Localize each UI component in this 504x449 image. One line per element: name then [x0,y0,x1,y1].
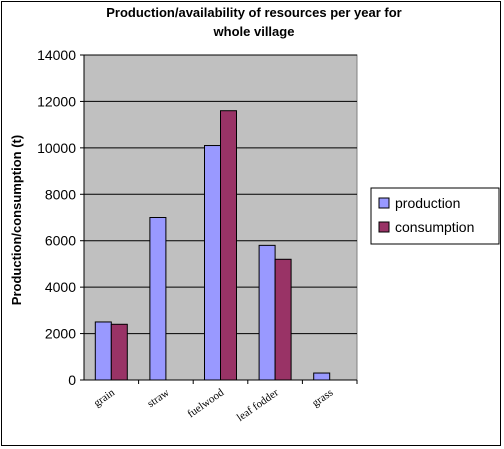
chart-title-line1: Production/availability of resources per… [106,5,401,20]
y-tick-label: 12000 [37,93,76,109]
bar-consumption-fuelwood [220,110,237,381]
bar-production-leaf-fodder [258,244,276,381]
plot-area: 0 2000 4000 6000 8000 10000 12000 14000 grain str… [37,47,358,424]
legend-swatch-consumption [378,221,390,233]
x-tick-label: fuelwood [185,386,226,420]
bar-production-grass [313,372,331,381]
y-tick-label: 0 [68,372,76,388]
bar-consumption-leaf-fodder [274,258,292,381]
bar-production-fuelwood [204,145,221,381]
y-tick-label: 4000 [45,279,76,295]
bar-consumption-grain [110,323,128,381]
bar-production-straw [149,217,167,381]
legend: production consumption [370,187,500,245]
x-tick-label: grass [310,387,335,410]
x-tick-label: grain [92,386,118,409]
chart-title-line2: whole village [213,24,295,39]
y-axis-label: Production/consumption (t) [9,135,24,305]
legend-label-consumption: consumption [395,219,474,235]
y-tick-label: 6000 [45,233,76,249]
legend-swatch-production [378,197,390,209]
x-tick-label: straw [145,387,171,411]
legend-label-production: production [395,195,460,211]
bar-production-grain [94,321,112,381]
y-tick-label: 8000 [45,186,76,202]
y-tick-label: 2000 [45,326,76,342]
x-tick-label: leaf fodder [235,386,281,424]
y-tick-label: 14000 [37,47,76,63]
y-tick-label: 10000 [37,140,76,156]
legend-box [370,187,500,245]
